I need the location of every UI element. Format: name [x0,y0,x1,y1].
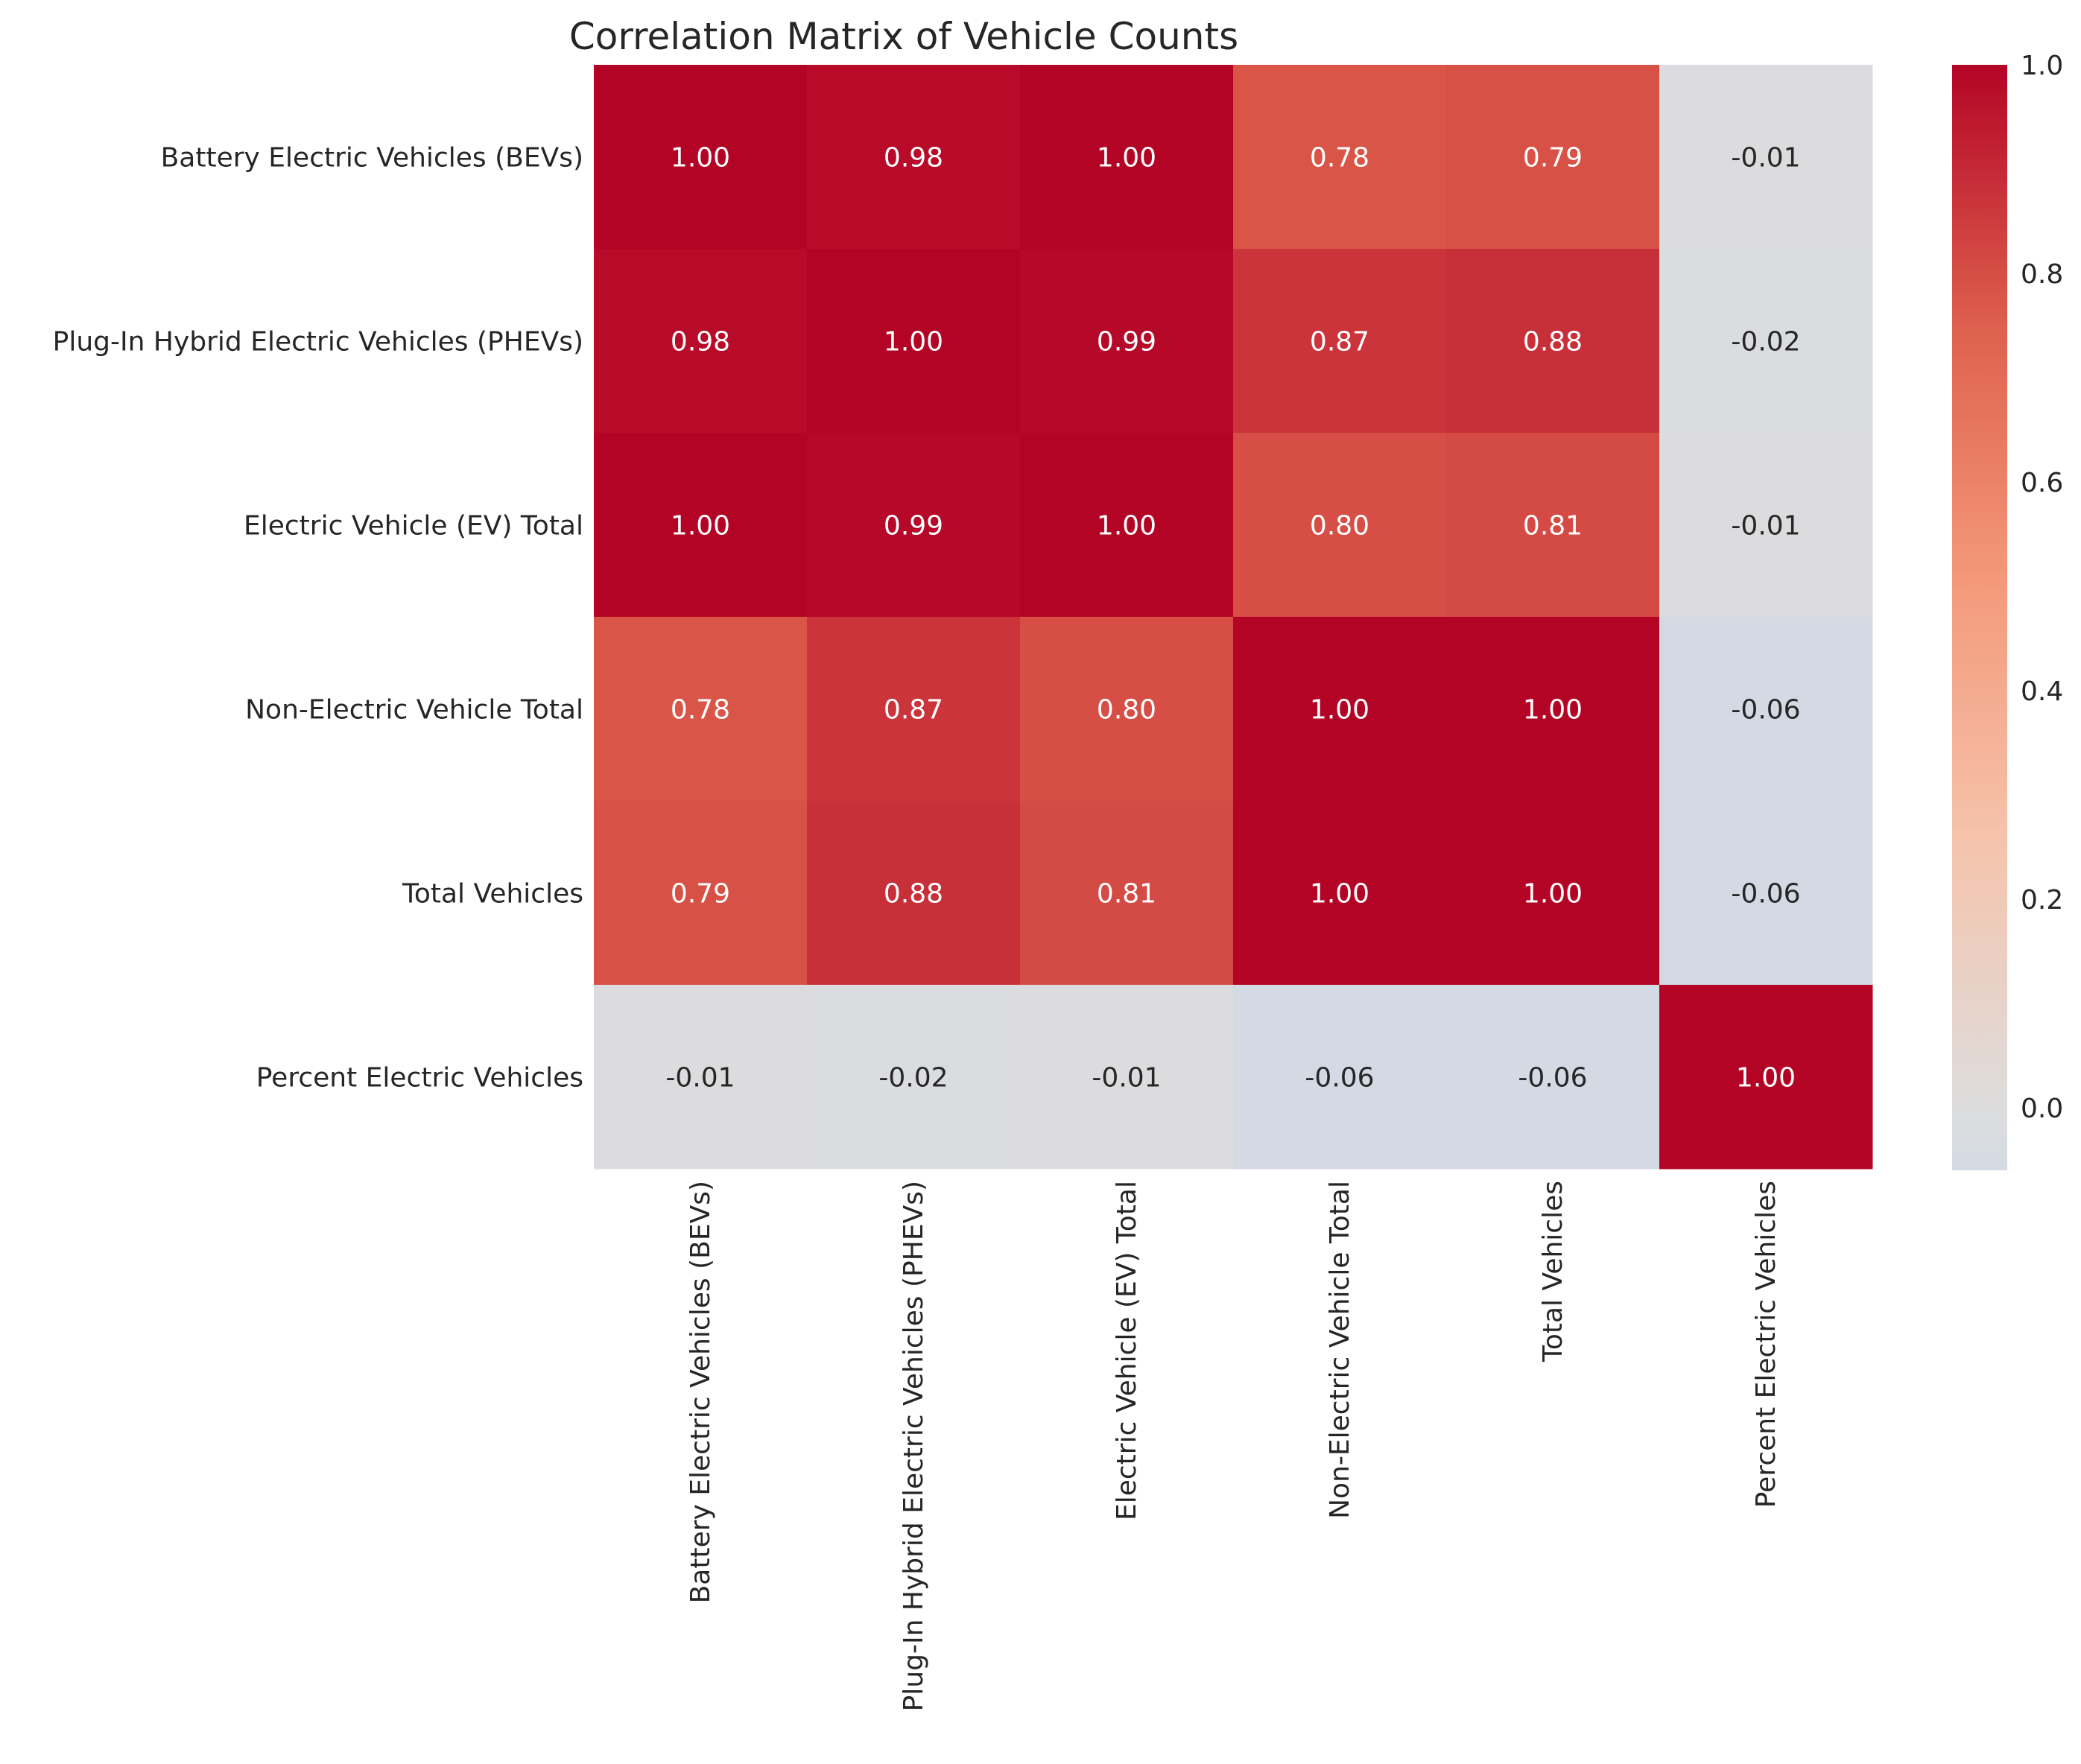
colorbar: 0.0 0.2 0.4 0.6 0.8 1.0 [1952,51,2063,1170]
col-tick-label: Total Vehicles [1538,1181,1568,1362]
cell-value-label: 0.81 [1523,511,1583,542]
cell-value-label: 0.99 [1097,327,1156,358]
heatmap-cell [1446,801,1660,986]
heatmap-cell [1020,433,1234,618]
cell-value-label: -0.02 [1731,327,1800,358]
cell-value-label: 0.98 [884,143,943,174]
heatmap-cell [807,617,1021,802]
heatmap-cell [1659,801,1873,986]
col-tick-label: Electric Vehicle (EV) Total [1112,1181,1142,1520]
cell-value-label: 1.00 [671,511,730,542]
cell-value-label: -0.01 [665,1063,735,1094]
cell-value-label: 0.88 [1523,327,1583,358]
heatmap-cell [594,617,808,802]
cell-value-label: -0.06 [1518,1063,1587,1094]
heatmap-cell [1446,433,1660,618]
cell-value-label: -0.06 [1731,695,1800,726]
cell-value-label: 1.00 [1097,511,1156,542]
cell-value-label: -0.02 [878,1063,948,1094]
heatmap-cell [1446,617,1660,802]
heatmap-cell [1659,433,1873,618]
colorbar-tick-labels: 0.0 0.2 0.4 0.6 0.8 1.0 [2021,51,2063,1124]
heatmap-cell [1659,985,1873,1170]
heatmap-cell [1659,617,1873,802]
cell-value-label: -0.01 [1731,143,1800,174]
heatmap-cell [594,985,808,1170]
heatmap-cell [1233,249,1447,434]
heatmap-cells: 1.00 0.98 1.00 0.78 0.79 -0.01 0.98 1.00 0.99 0.8… [594,65,1873,1170]
cell-value-label: 0.88 [884,879,943,910]
colorbar-tick-label: 0.0 [2021,1094,2063,1124]
cell-value-label: 0.78 [1310,143,1369,174]
heatmap-cell [1020,65,1234,250]
heatmap-cell [1233,801,1447,986]
heatmap-cell [1233,433,1447,618]
heatmap-cell [1020,249,1234,434]
cell-value-label: 1.00 [1097,143,1156,174]
cell-value-label: -0.06 [1731,879,1800,910]
heatmap-cell [1446,249,1660,434]
heatmap-cell [1233,985,1447,1170]
heatmap-cell [1659,249,1873,434]
cell-value-label: 0.79 [671,879,730,910]
heatmap-cell [1020,617,1234,802]
col-tick-label: Non-Electric Vehicle Total [1325,1181,1355,1519]
colorbar-tick-label: 0.8 [2021,259,2063,290]
cell-value-label: 0.78 [671,695,730,726]
row-tick-label: Non-Electric Vehicle Total [245,695,583,726]
cell-value-label: 0.81 [1097,879,1156,910]
heatmap-cell [1446,65,1660,250]
heatmap-cell [807,801,1021,986]
colorbar-tick-label: 0.2 [2021,885,2063,916]
heatmap-cell [594,801,808,986]
cell-value-label: 1.00 [1310,695,1369,726]
cell-value-label: 0.80 [1097,695,1156,726]
col-tick-label: Plug-In Hybrid Electric Vehicles (PHEVs) [899,1181,929,1711]
chart-title: Correlation Matrix of Vehicle Counts [569,15,1238,58]
cell-value-label: 0.87 [1310,327,1369,358]
cell-value-label: 1.00 [1736,1063,1796,1094]
colorbar-tick-label: 0.4 [2021,676,2063,707]
cell-value-label: 1.00 [671,143,730,174]
heatmap-cell [807,985,1021,1170]
heatmap-cell [1020,801,1234,986]
heatmap-cell [1446,985,1660,1170]
heatmap-cell [807,433,1021,618]
heatmap-cell [807,249,1021,434]
heatmap-cell [1233,617,1447,802]
col-tick-label: Battery Electric Vehicles (BEVs) [685,1181,716,1603]
cell-value-label: 0.99 [884,511,943,542]
heatmap-cell [594,65,808,250]
row-tick-label: Battery Electric Vehicles (BEVs) [161,143,583,174]
cell-value-label: 0.79 [1523,143,1583,174]
cell-value-label: -0.01 [1731,511,1800,542]
row-tick-labels: Battery Electric Vehicles (BEVs) Plug-In … [53,143,583,1094]
cell-value-label: 0.80 [1310,511,1369,542]
colorbar-gradient [1952,65,2007,1170]
cell-value-label: 0.87 [884,695,943,726]
row-tick-label: Plug-In Hybrid Electric Vehicles (PHEVs) [53,327,583,358]
heatmap-cell [1233,65,1447,250]
row-tick-label: Total Vehicles [402,879,583,910]
cell-value-label: -0.06 [1305,1063,1374,1094]
colorbar-tick-label: 0.6 [2021,468,2063,498]
row-tick-label: Electric Vehicle (EV) Total [244,511,583,542]
col-tick-labels: Battery Electric Vehicles (BEVs) Plug-In … [685,1181,1781,1711]
colorbar-tick-label: 1.0 [2021,51,2063,81]
cell-value-label: 0.98 [671,327,730,358]
heatmap-cell [807,65,1021,250]
heatmap-cell [1659,65,1873,250]
row-tick-label: Percent Electric Vehicles [256,1063,583,1094]
col-tick-label: Percent Electric Vehicles [1751,1181,1781,1508]
cell-value-label: -0.01 [1092,1063,1161,1094]
cell-value-label: 1.00 [884,327,943,358]
heatmap-cell [594,249,808,434]
heatmap-cell [1020,985,1234,1170]
cell-value-label: 1.00 [1523,879,1583,910]
cell-value-label: 1.00 [1310,879,1369,910]
cell-value-label: 1.00 [1523,695,1583,726]
heatmap-cell [594,433,808,618]
